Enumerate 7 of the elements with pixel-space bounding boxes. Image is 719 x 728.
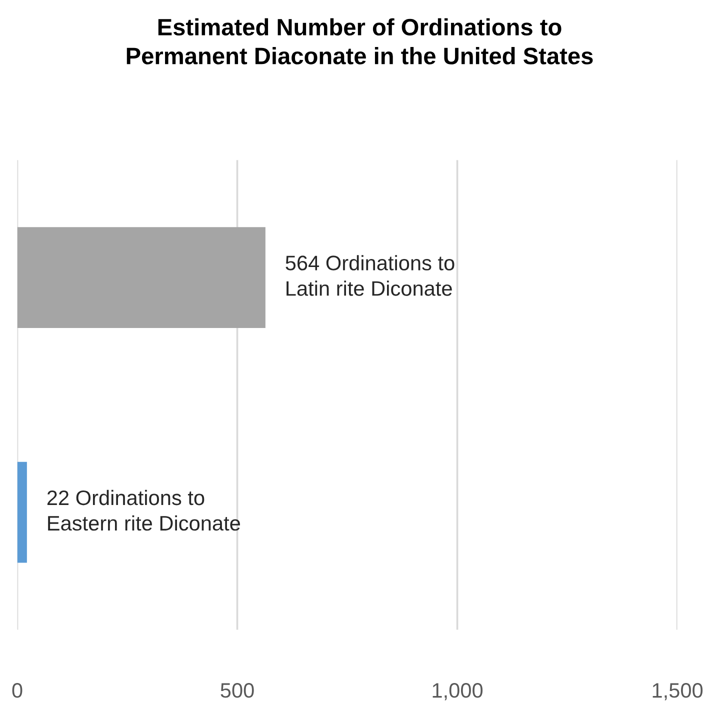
data-label: 564 Ordinations to Latin rite Diconate bbox=[286, 255, 454, 296]
x-tick-label: 1,500 bbox=[652, 683, 703, 700]
data-label: 22 Ordinations to Eastern rite Diconate bbox=[47, 490, 240, 531]
x-tick-label: 500 bbox=[220, 683, 254, 698]
chart-title: Estimated Number of Ordinations to Permanent Diaconate in the United States bbox=[126, 18, 593, 64]
x-tick-label: 0 bbox=[12, 683, 22, 698]
x-tick-label: 1,000 bbox=[432, 683, 483, 700]
